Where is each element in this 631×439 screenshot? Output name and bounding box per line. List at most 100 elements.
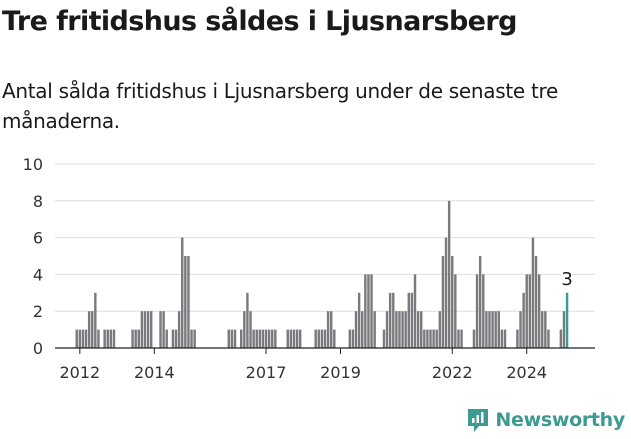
y-tick-label: 8: [33, 192, 43, 211]
bar: [264, 329, 268, 348]
bar: [392, 292, 395, 348]
bar: [150, 311, 153, 348]
bar: [252, 329, 255, 348]
bar: [97, 329, 100, 348]
chart-title: Tre fritidshus såldes i Ljusnarsberg: [2, 6, 517, 37]
bar: [531, 237, 535, 348]
bar: [243, 311, 246, 348]
bar: [333, 329, 336, 348]
bar: [562, 311, 566, 348]
bar: [75, 329, 78, 348]
y-tick-label: 6: [33, 229, 43, 248]
bar: [103, 329, 106, 348]
bar: [91, 311, 94, 348]
x-tick-label: 2022: [432, 363, 473, 382]
bar: [271, 329, 274, 348]
bar: [382, 329, 386, 348]
bar: [143, 311, 147, 348]
y-tick-label: 10: [23, 155, 43, 174]
bar: [457, 329, 460, 348]
bar: [478, 256, 482, 348]
bar: [314, 329, 317, 348]
bar: [78, 329, 82, 348]
bar: [84, 329, 88, 348]
bar: [420, 311, 423, 348]
bar: [534, 256, 538, 348]
bar: [165, 329, 168, 348]
bar: [255, 329, 258, 348]
bar: [351, 329, 355, 348]
bar: [435, 329, 438, 348]
bar: [171, 329, 175, 348]
bar: [525, 274, 528, 348]
bar: [488, 311, 491, 348]
bar: [497, 311, 500, 348]
bar: [246, 292, 249, 348]
bar: [295, 329, 299, 348]
bar: [544, 311, 547, 348]
bar: [444, 237, 448, 348]
bar: [500, 329, 504, 348]
highlight-bar: [565, 292, 569, 348]
bar: [426, 329, 429, 348]
bar: [364, 274, 367, 348]
bars: [75, 200, 569, 348]
bar: [373, 311, 376, 348]
bar: [131, 329, 134, 348]
bar: [267, 329, 271, 348]
bar: [503, 329, 507, 348]
bar: [519, 311, 522, 348]
bar: [395, 311, 398, 348]
bar: [330, 311, 333, 348]
bar: [112, 329, 116, 348]
bar: [401, 311, 404, 348]
bar: [233, 329, 237, 348]
bar: [388, 292, 392, 348]
bar: [109, 329, 113, 348]
bar: [404, 311, 407, 348]
chart-subtitle: Antal sålda fritidshus i Ljusnarsberg un…: [2, 79, 558, 133]
bar: [429, 329, 432, 348]
bar: [423, 329, 426, 348]
bar: [317, 329, 320, 348]
bar: [354, 311, 358, 348]
bar: [286, 329, 289, 348]
brand-name: Newsworthy: [495, 409, 625, 431]
x-tick-label: 2019: [320, 363, 361, 382]
bar: [159, 311, 162, 348]
bar: [407, 292, 410, 348]
bar: [547, 329, 550, 348]
bar: [146, 311, 150, 348]
bar: [357, 292, 361, 348]
bar: [522, 292, 525, 348]
bar: [472, 329, 476, 348]
bar: [261, 329, 265, 348]
bar: [438, 311, 442, 348]
x-tick-label: 2012: [59, 363, 100, 382]
bar: [274, 329, 277, 348]
bar: [162, 311, 165, 348]
axis: [55, 347, 595, 354]
y-tick-label: 2: [33, 302, 43, 321]
bar: [482, 274, 485, 348]
bar: [320, 329, 324, 348]
bar: [326, 311, 330, 348]
bar: [475, 274, 479, 348]
bar: [298, 329, 302, 348]
bar: [240, 329, 243, 348]
bar: [413, 274, 417, 348]
bar: [258, 329, 262, 348]
bar: [447, 200, 451, 348]
y-tick-label: 4: [33, 265, 43, 284]
bar: [134, 329, 137, 348]
bar: [410, 292, 414, 348]
bar: [87, 311, 91, 348]
bar: [227, 329, 230, 348]
bar: [106, 329, 109, 348]
x-tick-label: 2014: [134, 363, 175, 382]
bar: [441, 256, 445, 348]
bar: [416, 311, 420, 348]
bar: [190, 329, 193, 348]
bar: [398, 311, 401, 348]
bar: [230, 329, 234, 348]
